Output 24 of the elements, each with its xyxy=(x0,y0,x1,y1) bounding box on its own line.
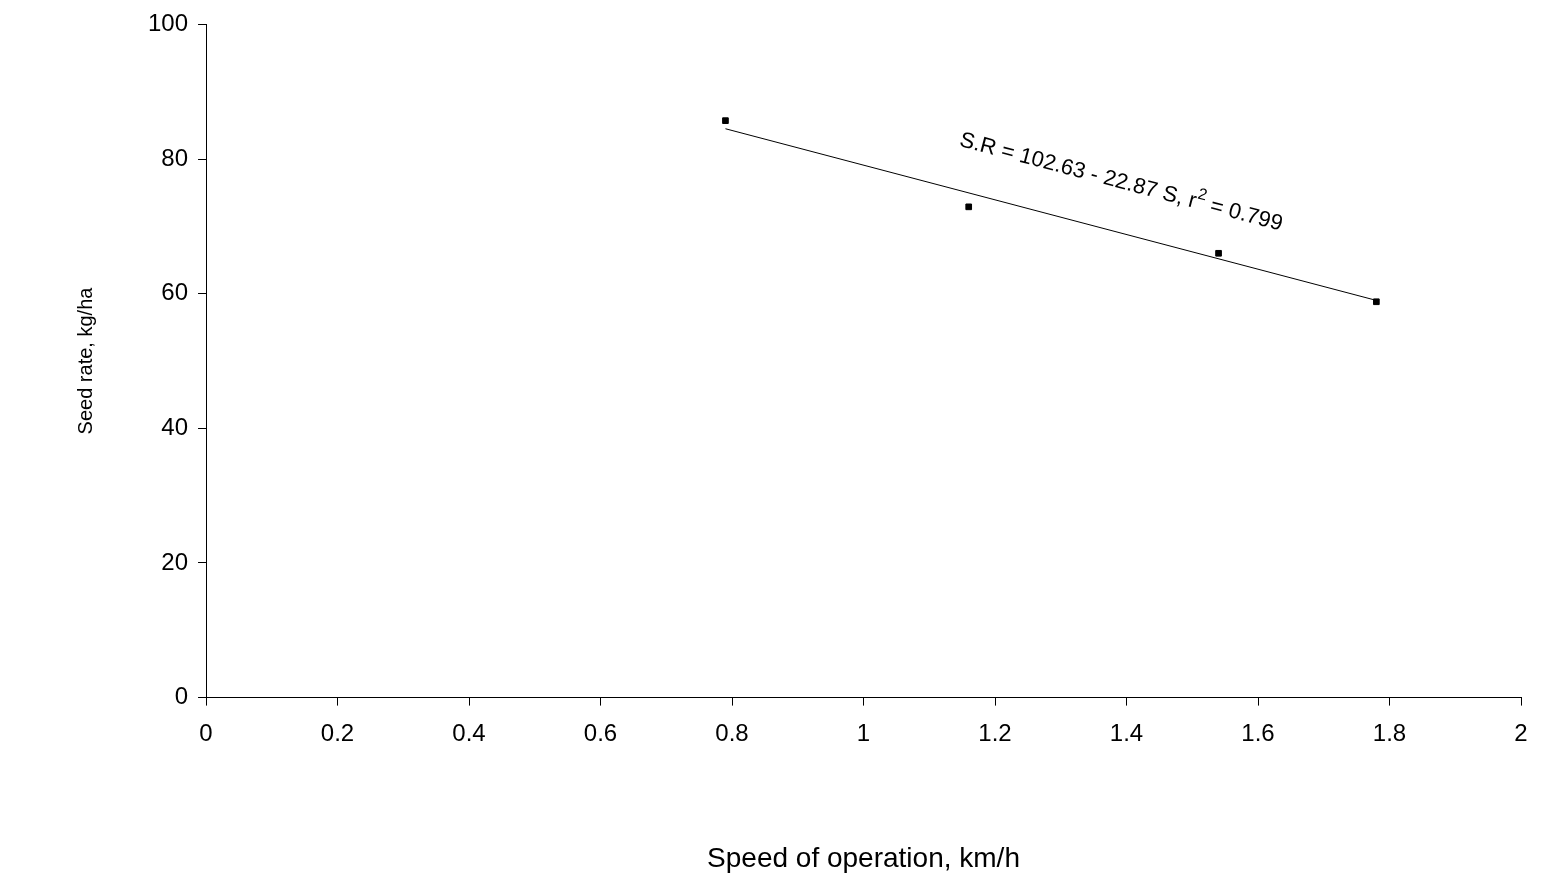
x-axis-title: Speed of operation, km/h xyxy=(707,841,1020,873)
x-tick-label: 1.4 xyxy=(1109,718,1144,746)
x-tick-label: 0.2 xyxy=(320,718,355,746)
x-tick-label: 0.6 xyxy=(583,718,618,746)
point xyxy=(965,203,973,211)
point xyxy=(1373,298,1380,306)
x-tick-label: 0.8 xyxy=(715,718,749,746)
x-tick-label: 0 xyxy=(199,718,213,746)
y-tick-label: 100 xyxy=(148,9,189,37)
x-tick-label: 1.8 xyxy=(1372,718,1407,746)
x-tick-label: 1.2 xyxy=(978,718,1012,746)
point xyxy=(1215,249,1222,257)
annotation: S.R = 102.63 - 22.87 S, r2 = 0.799 xyxy=(957,126,1286,236)
y-tick-label: 60 xyxy=(161,278,189,306)
y-tick-label: 20 xyxy=(161,547,189,575)
x-tick-label: 1.6 xyxy=(1241,718,1275,746)
y-tick-label: 40 xyxy=(161,412,189,440)
point xyxy=(722,117,729,124)
y-axis-title: Seed rate, kg/ha xyxy=(73,286,96,435)
x-tick-label: 1 xyxy=(856,718,871,746)
y-tick-label: 80 xyxy=(161,143,189,171)
x-tick-label: 0.4 xyxy=(452,718,486,746)
x-tick-label: 2 xyxy=(1514,718,1528,746)
y-tick-label: 0 xyxy=(174,682,189,710)
